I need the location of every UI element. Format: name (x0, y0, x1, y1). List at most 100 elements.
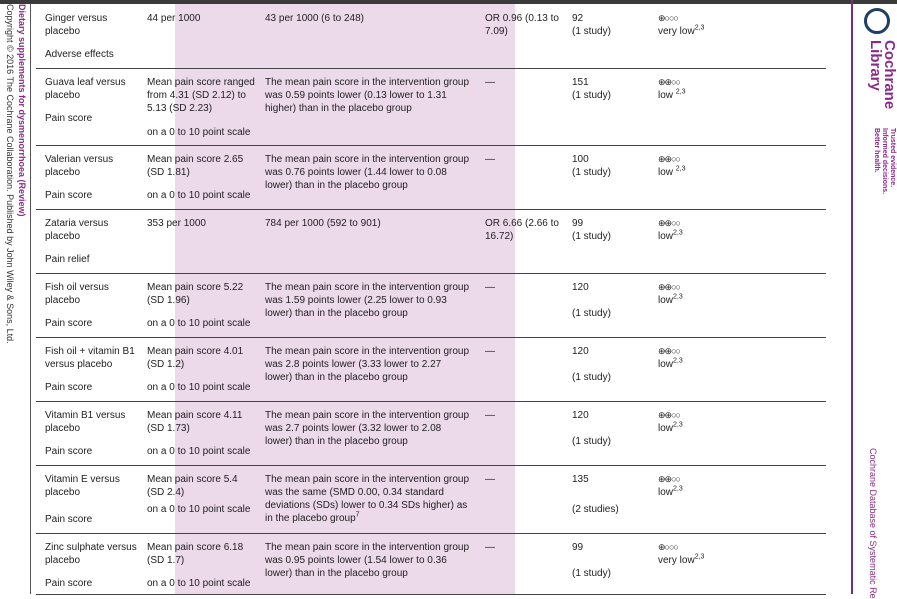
footnote-ref: 2,3 (694, 24, 705, 32)
studies-cell: (1 study) (572, 167, 611, 178)
participants-cell: 120 (572, 282, 589, 293)
intervention-risk-cell: The mean pain score in the intervention … (265, 474, 470, 524)
grade-symbols-icon: ⊕⊕○○ (658, 474, 681, 484)
outcome-cell: Pain score (45, 382, 93, 393)
logo-wordmark: Cochrane Library (867, 40, 897, 110)
right-rule (851, 0, 853, 594)
comparison-cell: Valerian versus placebo (45, 154, 114, 178)
certainty-cell: ⊕⊕○○ low 2,3 (658, 153, 748, 179)
control-risk-cell: Mean pain score 5.4 (SD 2.4) (147, 474, 238, 498)
footnote-ref: 2,3 (675, 165, 686, 173)
participants-cell: 120 (572, 346, 589, 357)
grade-symbols-icon: ⊕⊕○○ (658, 346, 681, 356)
cochrane-logo-icon (864, 8, 890, 34)
studies-cell: (1 study) (572, 568, 611, 579)
quality-label: low (658, 231, 674, 242)
footnote-ref: 7 (355, 511, 360, 519)
control-risk-cell: Mean pain score 5.22 (SD 1.96) (147, 282, 244, 306)
footnote-ref: 2,3 (675, 88, 686, 96)
top-border (0, 0, 897, 4)
outcome-cell: Pain score (45, 318, 93, 329)
certainty-cell: ⊕⊕○○ low 2,3 (658, 76, 748, 102)
quality-label: very low (658, 555, 695, 566)
participants-cell: 151 (572, 77, 589, 88)
footnote-ref: 2,3 (694, 553, 705, 561)
footnote-ref: 2,3 (673, 293, 683, 301)
comparison-cell: Zataria versus placebo (45, 218, 109, 242)
quality-label: very low (658, 26, 695, 37)
certainty-cell: ⊕○○○ very low2,3 (658, 541, 748, 567)
table-row: Guava leaf versus placebo Pain score Mean … (36, 68, 826, 146)
logo-tagline: Trusted evidence. Informed decisions. Be… (873, 128, 896, 195)
studies-cell: (1 study) (572, 90, 611, 101)
intervention-risk-cell: The mean pain score in the intervention … (265, 542, 470, 579)
relative-effect-cell: OR 0.96 (0.13 to 7.09) (485, 13, 559, 37)
studies-cell: (1 study) (572, 231, 611, 242)
quality-label: low (658, 167, 676, 178)
certainty-cell: ⊕⊕○○ low2,3 (658, 473, 748, 499)
table-row: Vitamin B1 versus placebo Pain score Mean … (36, 401, 826, 466)
review-title: Dietary supplements for dysmenorrhoea (R… (17, 4, 27, 217)
table-row: Fish oil + vitamin B1 versus placebo Pain… (36, 337, 826, 402)
footnote-ref: 2,3 (673, 421, 683, 429)
scale-note: on a 0 to 10 point scale (147, 504, 251, 515)
relative-effect-cell: — (485, 542, 495, 553)
relative-effect-cell: — (485, 282, 495, 293)
scale-note: on a 0 to 10 point scale (147, 578, 251, 589)
journal-name: Cochrane Database of Systematic Re (868, 448, 878, 599)
quality-label: low (658, 359, 674, 370)
footnote-ref: 2,3 (673, 485, 683, 493)
intervention-risk-cell: The mean pain score in the intervention … (265, 346, 470, 383)
participants-cell: 99 (572, 218, 584, 229)
studies-cell: (1 study) (572, 436, 611, 447)
scale-note: on a 0 to 10 point scale (147, 382, 251, 393)
control-risk-cell: 44 per 1000 (147, 13, 201, 24)
scale-note: on a 0 to 10 point scale (147, 190, 251, 201)
relative-effect-cell: — (485, 410, 495, 421)
relative-effect-cell: — (485, 77, 495, 88)
control-risk-cell: Mean pain score 6.18 (SD 1.7) (147, 542, 244, 566)
control-risk-cell: Mean pain score ranged from 4.31 (SD 2.1… (147, 77, 255, 114)
outcome-cell: Pain score (45, 578, 93, 589)
grade-symbols-icon: ⊕⊕○○ (658, 218, 681, 228)
outcome-cell: Pain score (45, 190, 93, 201)
relative-effect-cell: — (485, 474, 495, 485)
intervention-risk-cell: The mean pain score in the intervention … (265, 77, 470, 114)
table-row: Valerian versus placebo Pain score Mean pa… (36, 145, 826, 210)
studies-cell: (1 study) (572, 372, 611, 383)
table-row: Zataria versus placebo Pain relief 353 per… (36, 209, 826, 274)
grade-symbols-icon: ⊕⊕○○ (658, 154, 681, 164)
copyright-notice: Copyright © 2016 The Cochrane Collaborat… (5, 4, 15, 344)
scale-note: on a 0 to 10 point scale (147, 318, 251, 329)
intervention-risk-cell: The mean pain score in the intervention … (265, 410, 470, 447)
certainty-cell: ⊕⊕○○ low2,3 (658, 217, 748, 243)
shaded-columns (175, 4, 515, 594)
footnote-ref: 2,3 (673, 229, 683, 237)
intervention-risk-cell: The mean pain score in the intervention … (265, 282, 470, 319)
intervention-risk-cell: 784 per 1000 (592 to 901) (265, 218, 381, 229)
comparison-cell: Fish oil + vitamin B1 versus placebo (45, 346, 135, 370)
comparison-cell: Guava leaf versus placebo (45, 77, 126, 101)
certainty-cell: ⊕⊕○○ low2,3 (658, 281, 748, 307)
control-risk-cell: Mean pain score 4.11 (SD 1.73) (147, 410, 243, 434)
comparison-cell: Ginger versus placebo (45, 13, 108, 37)
quality-label: low (658, 295, 674, 306)
participants-cell: 135 (572, 474, 589, 485)
quality-label: low (658, 90, 676, 101)
outcome-cell: Adverse effects (45, 49, 114, 60)
intervention-risk-cell: The mean pain score in the intervention … (265, 154, 470, 191)
outcome-cell: Pain score (45, 514, 93, 525)
studies-cell: (1 study) (572, 308, 611, 319)
outcome-cell: Pain relief (45, 254, 90, 265)
grade-symbols-icon: ⊕○○○ (658, 13, 679, 23)
control-risk-cell: 353 per 1000 (147, 218, 206, 229)
table-row: Zinc sulphate ver­sus placebo Pain score M… (36, 533, 826, 595)
scale-note: on a 0 to 10 point scale (147, 446, 251, 457)
grade-symbols-icon: ⊕⊕○○ (658, 77, 681, 87)
comparison-cell: Vitamin E versus placebo (45, 474, 120, 498)
control-risk-cell: Mean pain score 4.01 (SD 1.2) (147, 346, 244, 370)
left-margin-text: Dietary supplements for dysmenorrhoea (R… (4, 4, 28, 344)
outcome-cell: Pain score (45, 446, 93, 457)
studies-cell: (1 study) (572, 26, 611, 37)
control-risk-cell: Mean pain score 2.65 (SD 1.81) (147, 154, 244, 178)
